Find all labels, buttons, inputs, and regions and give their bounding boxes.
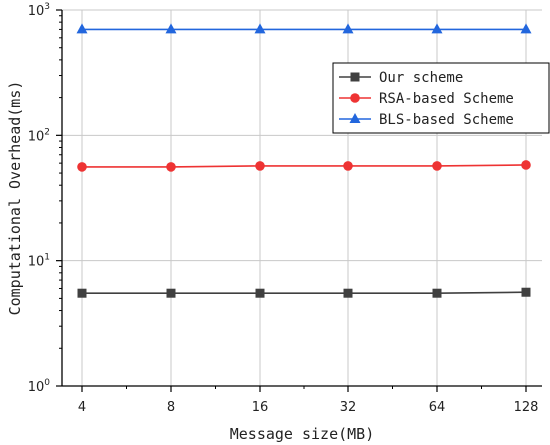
x-tick-label: 8 (167, 400, 175, 415)
series-triangle (76, 23, 532, 34)
x-tick-label: 32 (340, 400, 357, 415)
series-square (77, 287, 531, 298)
marker-square (166, 288, 176, 298)
marker-triangle (349, 113, 361, 123)
marker-triangle (342, 23, 354, 34)
marker-square (77, 288, 87, 298)
legend-label: BLS-based Scheme (379, 112, 514, 128)
y-tick-label: 101 (28, 253, 50, 270)
y-tick-label: 103 (28, 2, 50, 19)
marker-triangle (76, 23, 88, 34)
series-group (76, 23, 532, 298)
marker-square (343, 288, 353, 298)
series-line (82, 291, 527, 295)
marker-circle (255, 161, 265, 171)
legend-item: RSA-based Scheme (339, 91, 514, 107)
legend-item: Our scheme (339, 70, 463, 86)
marker-circle (77, 162, 87, 172)
x-tick-label: 4 (78, 400, 86, 415)
legend-label: RSA-based Scheme (379, 91, 514, 107)
series-circle (77, 160, 531, 172)
marker-triangle (431, 23, 443, 34)
marker-circle (343, 161, 353, 171)
marker-triangle (254, 23, 266, 34)
y-axis-title: Computational Overhead(ms) (6, 81, 24, 316)
marker-triangle (165, 23, 177, 34)
marker-square (432, 288, 442, 298)
marker-circle (432, 161, 442, 171)
x-axis-title: Message size(MB) (230, 425, 375, 443)
series-line (82, 164, 527, 168)
legend-item: BLS-based Scheme (339, 112, 514, 128)
y-tick-label: 102 (28, 127, 50, 144)
y-tick-label: 100 (28, 378, 51, 395)
marker-circle (350, 93, 360, 103)
axes: 100 101 102 103 4 8 16 32 64 128 (28, 2, 542, 415)
x-tick-label: 128 (514, 400, 539, 415)
legend-label: Our scheme (379, 70, 463, 86)
marker-square (350, 72, 360, 82)
marker-triangle (520, 23, 532, 34)
marker-square (521, 287, 531, 297)
marker-circle (166, 162, 176, 172)
legend: Our scheme RSA-based Scheme BLS-based Sche… (332, 62, 550, 134)
marker-square (255, 288, 265, 298)
marker-circle (521, 160, 531, 170)
x-tick-label: 64 (429, 400, 446, 415)
x-tick-label: 16 (252, 400, 269, 415)
